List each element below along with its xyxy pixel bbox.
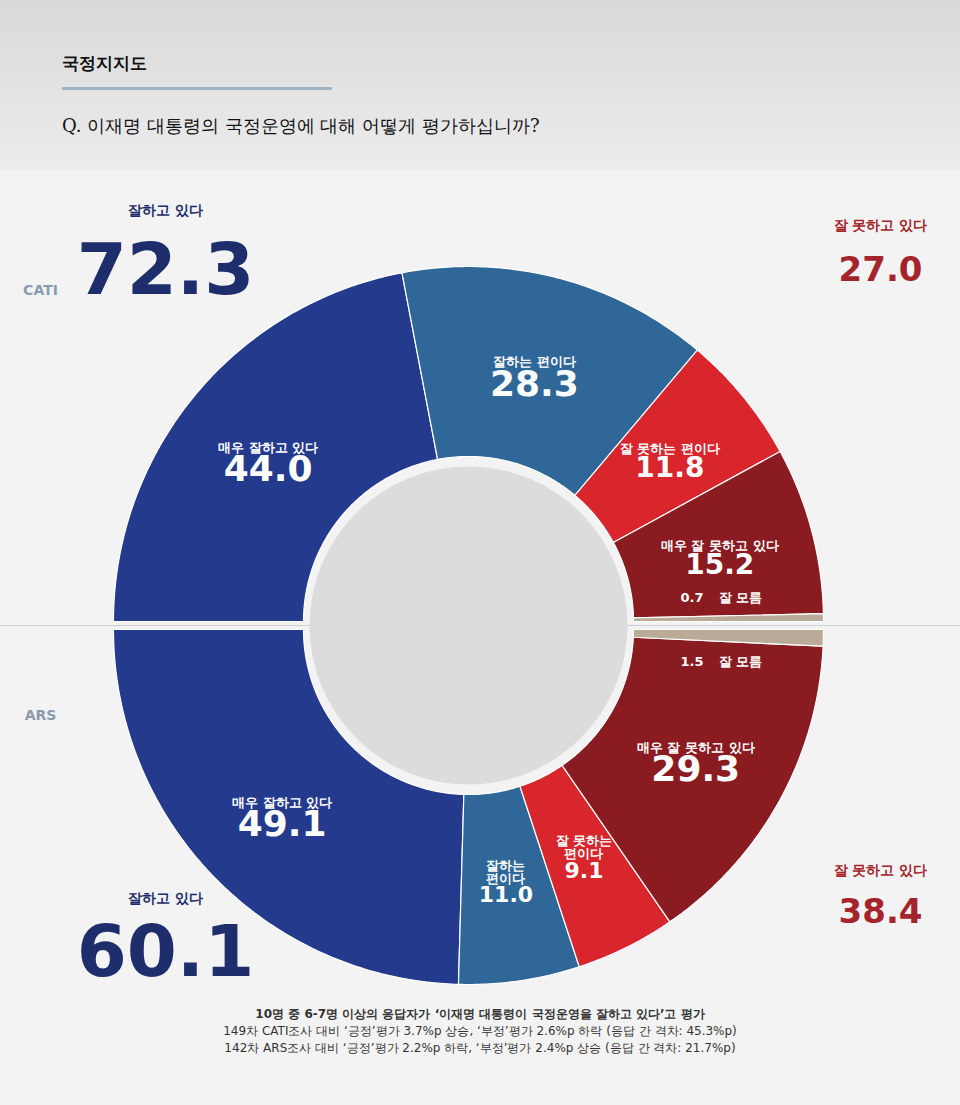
svg-text:잘하고 있다: 잘하고 있다 [128,890,203,906]
html-text:149차 CATI조사 대비 ‘긍정’평가 3.7%p 상승: 149차 CATI조사 대비 ‘긍정’평가 3.7%p 상승, ‘부정’평가 2… [223,1024,737,1038]
svg-text:잘 못하는 편이다: 잘 못하는 편이다 [619,441,720,456]
svg-text:28.3: 28.3 [490,363,579,404]
svg-text:잘 모름: 잘 모름 [719,654,763,669]
svg-text:60.1: 60.1 [77,909,255,993]
html-text:편이다: 편이다 [564,846,604,862]
html-text:142차 ARS조사 대비 ‘긍정’평가 2.2%p 하락,: 142차 ARS조사 대비 ‘긍정’평가 2.2%p 하락, ‘부정’평가 2.… [224,1041,736,1055]
svg-text:29.3: 29.3 [651,748,740,789]
svg-text:1.5: 1.5 [680,654,703,669]
svg-text:72.3: 72.3 [77,227,255,311]
svg-text:잘하고 있다: 잘하고 있다 [128,202,203,218]
svg-text:잘 못하고 있다: 잘 못하고 있다 [834,217,928,233]
svg-text:38.4: 38.4 [839,891,923,931]
html-text:잘 못하는: 잘 못하는 [555,833,613,849]
svg-text:ARS: ARS [25,707,57,723]
svg-text:매우 잘하고 있다: 매우 잘하고 있다 [232,794,333,810]
html-text:10명 중 6-7명 이상의 응답자가 ‘이재명 대통령이: 10명 중 6-7명 이상의 응답자가 ‘이재명 대통령이 국정운영을 잘하고 … [255,1007,705,1021]
svg-text:잘 못하고 있다: 잘 못하고 있다 [834,862,928,878]
html-text:국정지지도: 국정지지도 [62,53,147,73]
svg-text:0.7: 0.7 [680,590,703,605]
svg-text:잘 모름: 잘 모름 [719,590,763,605]
svg-text:매우 잘 못하고 있다: 매우 잘 못하고 있다 [637,739,755,755]
html-text:Q. 이재명 대통령의 국정운영에 대해 어떻게 평가하십니: Q. 이재명 대통령의 국정운영에 대해 어떻게 평가하십니까? [62,115,540,136]
svg-text:잘하는 편이다: 잘하는 편이다 [493,354,576,369]
svg-text:매우 잘 못하고 있다: 매우 잘 못하고 있다 [660,538,779,554]
svg-text:15.2: 15.2 [685,548,754,581]
svg-text:CATI: CATI [23,282,58,298]
svg-text:9.1: 9.1 [564,858,603,883]
html-text:편이다: 편이다 [486,870,526,886]
svg-text:49.1: 49.1 [238,803,327,844]
svg-text:11.8: 11.8 [635,451,704,484]
svg-text:27.0: 27.0 [839,249,923,289]
svg-text:44.0: 44.0 [224,448,313,489]
html-text:잘하는: 잘하는 [486,857,526,873]
svg-text:매우 잘하고 있다: 매우 잘하고 있다 [218,439,319,455]
svg-text:11.0: 11.0 [479,882,533,907]
